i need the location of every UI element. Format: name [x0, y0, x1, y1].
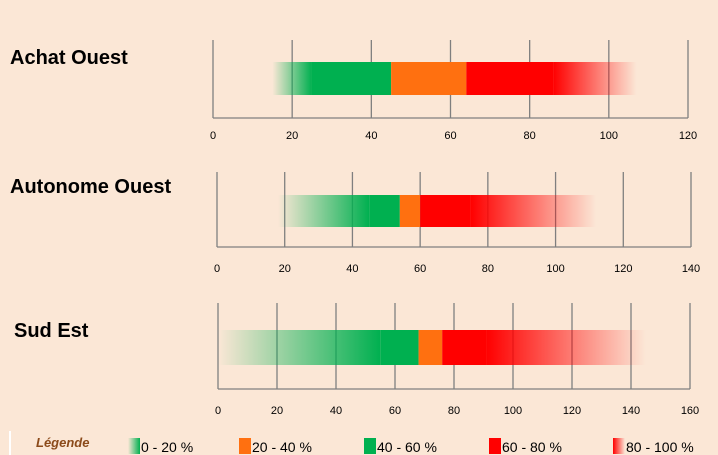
tick-label: 80: [524, 130, 536, 142]
tick-label: 80: [448, 405, 460, 417]
bar-segment-20-40: [399, 195, 421, 227]
tick-label: 100: [546, 263, 564, 275]
legend-label-80-100: 80 - 100 %: [626, 439, 694, 455]
tick-label: 140: [682, 263, 700, 275]
tick-label: 20: [286, 130, 298, 142]
chart-sud-est: Sud Est 0 20 40 60 80 100 120 140 160: [14, 303, 699, 417]
bar-segment-40-60: [311, 62, 392, 95]
tick-label: 60: [444, 130, 456, 142]
bar-segment-80-100: [553, 62, 637, 95]
bar-segment-80-100: [486, 330, 646, 365]
bar-segment-0-20: [277, 195, 370, 227]
chart-title: Autonome Ouest: [10, 176, 171, 198]
tick-label: 40: [330, 405, 342, 417]
tick-label: 140: [622, 405, 640, 417]
tick-label: 120: [614, 263, 632, 275]
tick-label: 60: [389, 405, 401, 417]
tick-label: 100: [504, 405, 522, 417]
tick-label: 0: [210, 130, 216, 142]
tick-label: 120: [679, 130, 697, 142]
bar-segment-40-60: [380, 330, 419, 365]
legend: Légende 0 - 20 % 20 - 40 % 40 - 60 % 60 - 80…: [9, 431, 718, 455]
bar-segment-0-20: [272, 62, 312, 95]
tick-label: 0: [214, 263, 220, 275]
legend-label-40-60: 40 - 60 %: [377, 439, 437, 455]
bar-segment-80-100: [470, 195, 597, 227]
chart-title: Sud Est: [14, 320, 89, 342]
tick-label: 80: [482, 263, 494, 275]
bar-segment-20-40: [418, 330, 443, 365]
legend-swatch-0-20: [128, 438, 140, 454]
legend-swatch-80-100: [613, 438, 625, 454]
tick-label: 40: [346, 263, 358, 275]
bar-segment-60-80: [420, 195, 471, 227]
chart-title: Achat Ouest: [10, 47, 128, 69]
tick-label: 100: [600, 130, 618, 142]
bar-segment-40-60: [369, 195, 400, 227]
tick-label: 20: [271, 405, 283, 417]
bar-segment-60-80: [466, 62, 554, 95]
chart-achat-ouest: Achat Ouest 0 20 40 60 80 100 120: [10, 40, 697, 142]
legend-swatch-20-40: [239, 438, 251, 454]
bar-segment-60-80: [442, 330, 487, 365]
tick-label: 120: [563, 405, 581, 417]
legend-swatch-60-80: [489, 438, 501, 454]
tick-label: 0: [215, 405, 221, 417]
chart-autonome-ouest: Autonome Ouest 0 20 40 60 80 100 120 140: [10, 172, 700, 275]
legend-title: Légende: [36, 435, 89, 450]
bar-segment-20-40: [391, 62, 467, 95]
legend-label-20-40: 20 - 40 %: [252, 439, 312, 455]
tick-label: 160: [681, 405, 699, 417]
bar-segment-0-20: [218, 330, 381, 365]
tick-label: 40: [365, 130, 377, 142]
legend-label-0-20: 0 - 20 %: [141, 439, 193, 455]
tick-label: 20: [279, 263, 291, 275]
legend-label-60-80: 60 - 80 %: [502, 439, 562, 455]
tick-label: 60: [414, 263, 426, 275]
legend-swatch-40-60: [364, 438, 376, 454]
